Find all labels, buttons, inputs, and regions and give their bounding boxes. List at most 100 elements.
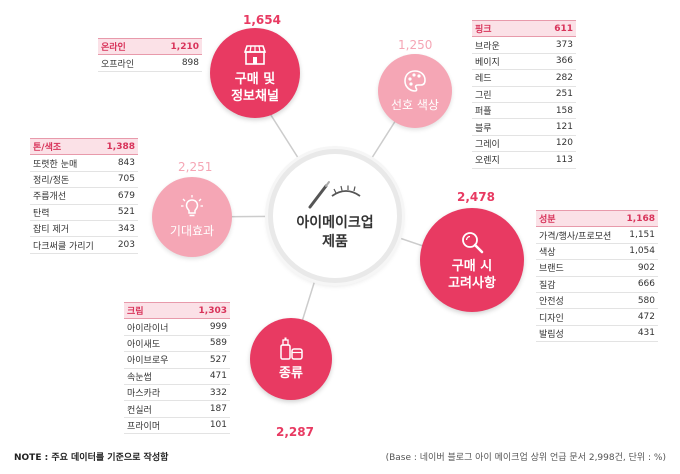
footnote: NOTE : 주요 데이터를 기준으로 작성함 [14, 453, 169, 463]
table-cell-value: 120 [529, 135, 576, 153]
table-cell-value: 1,054 [620, 243, 658, 261]
table-row: 아이브로우 527 [124, 351, 230, 369]
table-cell-label: 색상 [536, 243, 621, 261]
table-cell-value: 101 [185, 417, 230, 435]
center-title-line2: 제품 [322, 234, 348, 250]
table-row: 또렷한 눈매 843 [30, 154, 138, 172]
type-count: 2,287 [276, 425, 314, 439]
table-cell-value: 666 [620, 276, 658, 293]
table-row: 마스카라 332 [124, 384, 230, 402]
table-row: 가격/행사/프로모션 1,151 [536, 226, 658, 244]
table-header-label: 성분 [536, 209, 621, 228]
table-row: 속눈썹 471 [124, 368, 230, 385]
base-note: (Base : 네이버 블로그 아이 메이크업 상위 언급 문서 2,998건,… [385, 453, 666, 463]
purchase-info-count: 1,654 [243, 13, 281, 27]
table-header-row: 성분 1,168 [536, 209, 658, 228]
table-cell-label: 아이라이너 [124, 318, 186, 336]
table-cell-value: 471 [185, 368, 230, 385]
table-cell-value: 705 [101, 171, 138, 189]
table-cell-value: 1,151 [620, 226, 658, 244]
table-cell-label: 안전성 [536, 292, 621, 310]
magnifier-icon [462, 231, 484, 253]
lightbulb-icon [181, 195, 203, 217]
store-icon [243, 44, 267, 65]
table-cell-label: 컨실러 [124, 400, 186, 418]
table-row: 주름개선 679 [30, 187, 138, 205]
expectation-node: 기대효과 [152, 177, 232, 257]
purchase-factor-count: 2,478 [457, 190, 495, 204]
purchase-factor-label-1: 구매 시 [451, 258, 493, 274]
table-cell-value: 251 [529, 86, 576, 103]
table-row: 탄력 521 [30, 204, 138, 221]
table-cell-value: 521 [101, 204, 138, 221]
table-header-value: 1,388 [101, 137, 138, 156]
table-cell-label: 잡티 제거 [30, 220, 102, 238]
table-cell-label: 다크써클 가리기 [30, 236, 102, 254]
table-row: 아이라이너 999 [124, 318, 230, 336]
table-cell-value: 431 [620, 325, 658, 343]
table-cell-label: 아이브로우 [124, 351, 186, 369]
table-cell-label: 발림성 [536, 325, 621, 343]
cosmetics-icon [280, 337, 303, 360]
table-header-value: 1,210 [153, 37, 202, 56]
color-pref-node: 선호 색상 [378, 54, 452, 128]
table-cell-label: 브라운 [472, 36, 530, 54]
expectation-label: 기대효과 [169, 224, 215, 238]
table-cell-value: 187 [185, 400, 230, 418]
table-cell-label: 속눈썹 [124, 368, 186, 385]
table-header-value: 1,168 [620, 209, 658, 228]
table-cell-value: 898 [153, 54, 202, 72]
table-row: 정리/정돈 705 [30, 171, 138, 189]
table-row: 그린 251 [472, 86, 576, 103]
table-cell-value: 843 [101, 154, 138, 172]
table-header-label: 핑크 [472, 19, 530, 38]
table-cell-label: 프라이머 [124, 417, 186, 435]
table-row: 브라운 373 [472, 36, 576, 54]
table-cell-label: 퍼플 [472, 102, 530, 120]
table-cell-value: 203 [101, 236, 138, 254]
palette-icon [404, 70, 426, 92]
table-row: 블루 121 [472, 118, 576, 136]
table-header-label: 크림 [124, 301, 186, 320]
table-cell-label: 또렷한 눈매 [30, 154, 102, 172]
table-row: 잡티 제거 343 [30, 220, 138, 238]
table-cell-value: 902 [620, 259, 658, 277]
table-header-row: 톤/색조 1,388 [30, 137, 138, 156]
table-header-label: 온라인 [98, 37, 154, 56]
table-header-label: 톤/색조 [30, 137, 102, 156]
table-cell-value: 580 [620, 292, 658, 310]
table-cell-value: 158 [529, 102, 576, 120]
table-cell-value: 472 [620, 308, 658, 326]
table-cell-label: 가격/행사/프로모션 [536, 226, 621, 244]
table-row: 베이지 366 [472, 53, 576, 71]
table-row: 퍼플 158 [472, 102, 576, 120]
expectation-count: 2,251 [178, 160, 213, 174]
table-cell-value: 589 [185, 335, 230, 353]
table-cell-value: 366 [529, 53, 576, 71]
table-cell-label: 베이지 [472, 53, 530, 71]
table-header-row: 핑크 611 [472, 19, 576, 38]
center-node: 아이메이크업 제품 [268, 149, 402, 283]
table-cell-label: 마스카라 [124, 384, 186, 402]
table-row: 아이새도 589 [124, 335, 230, 353]
table-row: 컨실러 187 [124, 400, 230, 418]
table-cell-value: 113 [529, 151, 576, 169]
table-cell-label: 질감 [536, 276, 621, 293]
type-node: 종류 [250, 318, 332, 400]
table-cell-value: 999 [185, 318, 230, 336]
table-cell-label: 레드 [472, 69, 530, 87]
table-row: 안전성 580 [536, 292, 658, 310]
table-row: 그레이 120 [472, 135, 576, 153]
table-cell-label: 블루 [472, 118, 530, 136]
table-row: 오렌지 113 [472, 151, 576, 169]
channel-table: 온라인 1,210 오프라인 898 [98, 37, 202, 72]
type-label: 종류 [279, 366, 303, 381]
color-table: 핑크 611 브라운 373 베이지 366 레드 282 그린 251 퍼플 158 블… [472, 19, 576, 169]
factor-table: 성분 1,168 가격/행사/프로모션 1,151 색상 1,054 브랜드 902 … [536, 209, 658, 343]
table-cell-value: 679 [101, 187, 138, 205]
table-cell-label: 디자인 [536, 308, 621, 326]
table-header-row: 온라인 1,210 [98, 37, 202, 56]
eye-makeup-icon [308, 181, 361, 209]
table-cell-label: 그레이 [472, 135, 530, 153]
table-row: 프라이머 101 [124, 417, 230, 435]
